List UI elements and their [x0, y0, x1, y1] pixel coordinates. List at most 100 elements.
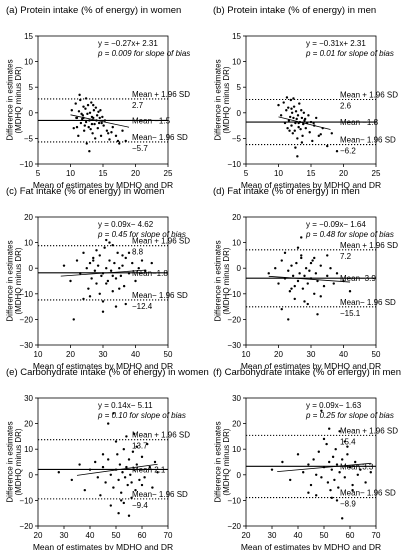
x-axis-label: Mean of estimates by MDHQ and DR	[241, 542, 381, 550]
data-point	[92, 109, 96, 112]
lower-limit-value: −8.9	[340, 500, 356, 509]
data-point	[131, 261, 134, 265]
data-point	[290, 111, 294, 115]
panel-title: (b) Protein intake (% of energy) in men	[213, 5, 376, 16]
x-tick-label: 20	[274, 350, 283, 359]
data-point	[317, 134, 320, 138]
data-point	[338, 471, 341, 474]
data-point	[98, 116, 101, 120]
upper-limit-value: 2.7	[132, 101, 144, 110]
panel-d: (d) Fat intake (% of energy) in men −30 −2…	[213, 186, 398, 371]
panel-title: (c) Fat intake (% of energy) in women	[6, 186, 164, 197]
data-point	[121, 264, 124, 267]
data-point	[326, 254, 329, 257]
data-point	[333, 478, 336, 482]
data-point	[97, 121, 101, 125]
y-tick-label: −10	[19, 160, 33, 169]
x-tick-label: 5	[36, 169, 41, 178]
data-point	[298, 272, 301, 275]
data-point	[122, 501, 126, 505]
y-tick-label: −10	[227, 496, 241, 505]
lower-limit-label: Mean− 1.96 SD	[132, 490, 188, 499]
panel-title: (f) Carbohydrate intake (% of energy) in…	[213, 367, 401, 378]
data-point	[138, 478, 141, 482]
data-point	[127, 458, 131, 461]
data-point	[341, 458, 344, 461]
data-point	[86, 112, 89, 116]
data-point	[277, 103, 280, 107]
data-point	[86, 103, 90, 107]
x-tick-label: 40	[131, 350, 140, 359]
data-point	[326, 144, 329, 148]
upper-limit-value: 13.7	[132, 442, 148, 451]
y-tick-label: 30	[24, 394, 33, 403]
data-point	[140, 259, 144, 262]
data-point	[117, 512, 120, 515]
data-point	[101, 465, 105, 469]
y-axis-label-line1: Difference in estimates	[5, 240, 14, 321]
lower-limit-label: Mean− 1.96 SD	[132, 133, 188, 142]
panel-c: (c) Fat intake (% of energy) in women −30…	[5, 186, 190, 371]
data-point	[308, 269, 311, 272]
x-tick-label: 15	[99, 169, 108, 178]
data-point	[337, 486, 340, 489]
data-point	[319, 295, 322, 298]
data-point	[79, 98, 82, 102]
data-point	[329, 267, 332, 270]
y-axis-label-line2: (MDHQ minus DR)	[14, 247, 23, 314]
data-point	[83, 124, 87, 127]
data-point	[109, 473, 113, 476]
data-point	[102, 124, 105, 127]
x-tick-label: 30	[268, 531, 277, 540]
panel-e: (e) Carbohydrate intake (% of energy) in…	[5, 367, 208, 552]
data-point	[267, 272, 270, 275]
upper-limit-label: Mean + 1.96 SD	[132, 90, 190, 99]
data-point	[97, 110, 100, 113]
y-tick-label: 15	[232, 32, 241, 41]
data-point	[75, 125, 79, 129]
mean-label: Mean−1.8	[132, 269, 168, 278]
data-point	[286, 126, 289, 130]
data-point	[105, 282, 108, 285]
x-tick-label: 60	[138, 531, 147, 540]
data-point	[300, 256, 303, 260]
data-point	[116, 453, 119, 456]
data-point	[99, 109, 102, 112]
data-point	[156, 471, 159, 474]
data-point	[321, 126, 324, 130]
data-point	[116, 139, 120, 143]
data-point	[308, 131, 311, 134]
x-tick-label: 50	[372, 350, 381, 359]
data-point	[295, 261, 298, 265]
lower-limit-label: Mean− 1.96 SD	[340, 298, 396, 307]
data-point	[105, 129, 109, 132]
data-point	[104, 481, 107, 484]
data-point	[110, 131, 113, 134]
data-point	[75, 116, 78, 120]
data-point	[114, 468, 118, 471]
y-axis-label: Difference in estimates(MDHQ minus DR)	[213, 240, 231, 321]
data-point	[119, 274, 123, 278]
upper-limit-label: Mean + 1.96 SD	[132, 431, 190, 440]
data-point	[283, 277, 287, 280]
upper-limit-value: 8.8	[132, 248, 144, 257]
data-point	[304, 126, 307, 130]
data-point	[299, 127, 302, 131]
data-point	[150, 261, 153, 265]
y-tick-label: −20	[227, 315, 241, 324]
data-point	[303, 117, 307, 121]
y-tick-label: −10	[227, 290, 241, 299]
data-point	[120, 499, 123, 502]
data-point	[109, 269, 113, 272]
data-point	[95, 114, 99, 117]
data-point	[134, 279, 137, 283]
mean-label: Mean 3.3	[340, 462, 374, 471]
data-point	[270, 468, 274, 471]
y-tick-label: 0	[237, 109, 242, 118]
data-point	[322, 284, 326, 288]
data-point	[101, 453, 105, 456]
data-point	[127, 272, 131, 275]
data-point	[341, 517, 344, 520]
x-axis-label: Mean of estimates by MDHQ and DR	[241, 361, 381, 371]
data-point	[126, 483, 129, 487]
